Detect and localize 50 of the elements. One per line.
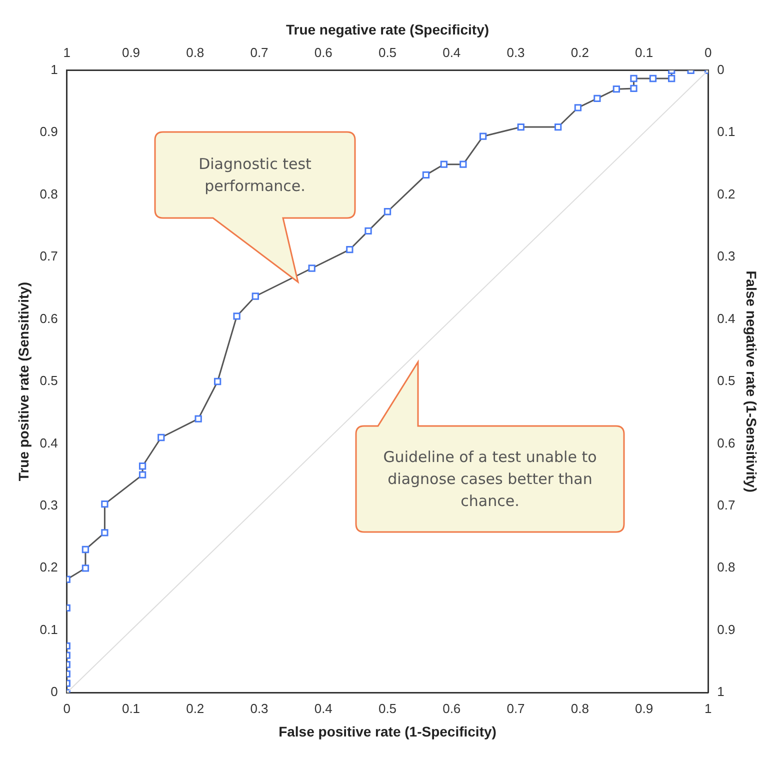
x-axis-title: False positive rate (1-Specificity) (278, 723, 496, 740)
y2-tick-label: 0.3 (717, 248, 736, 264)
y2-tick-label: 0.8 (717, 560, 736, 575)
x2-tick-label: 0.5 (378, 45, 397, 60)
y2-tick-label: 1 (717, 684, 724, 700)
x-tick-label: 1 (704, 700, 712, 716)
y-tick-label: 0.7 (40, 248, 58, 264)
x-tick-label: 0.5 (378, 700, 397, 716)
x2-tick-label: 0.6 (314, 45, 332, 60)
y-tick-label: 0 (50, 684, 58, 700)
x2-tick-label: 0.1 (634, 45, 654, 60)
y-tick-label: 0.3 (40, 498, 58, 513)
x2-tick-label: 0.9 (122, 45, 140, 60)
x2-tick-label: 0.7 (250, 45, 268, 60)
x2-tick-label: 1 (63, 45, 70, 60)
y2-tick-label: 0.6 (717, 435, 736, 450)
y-tick-label: 0.8 (40, 186, 58, 202)
y2-tick-label: 0.4 (717, 310, 736, 326)
x2-tick-label: 0 (704, 45, 712, 60)
y2-tick-label: 0 (717, 62, 724, 77)
annotation: Diagnostic test performance. (198, 154, 312, 197)
x-tick-label: 0.3 (250, 700, 268, 716)
y-tick-label: 0.5 (40, 373, 58, 388)
x-tick-label: 0.1 (122, 700, 140, 716)
y2-tick-label: 0.9 (717, 622, 736, 637)
x-tick-label: 0.2 (186, 700, 204, 716)
y2-tick-label: 0.7 (717, 498, 736, 513)
x2-tick-label: 0.8 (186, 45, 204, 60)
x2-tick-label: 0.4 (442, 45, 461, 60)
x2-tick-label: 0.2 (570, 45, 589, 60)
x2-axis-title: True negative rate (Specificity) (286, 21, 490, 38)
annotation: Guideline of a test unable to diagnose cases better than chance. (382, 447, 598, 512)
y2-tick-label: 0.2 (717, 186, 736, 202)
y2-axis-title: False negative rate (1-Sensitivity) (744, 270, 760, 492)
x-tick-label: 0.7 (506, 700, 525, 716)
x-tick-label: 0.9 (634, 700, 654, 716)
x2-tick-label: 0.3 (506, 45, 525, 60)
y-tick-label: 0.1 (40, 622, 58, 637)
y-tick-label: 0.4 (40, 435, 58, 450)
x-tick-label: 0.8 (570, 700, 589, 716)
y-tick-label: 0.6 (40, 310, 58, 326)
x-tick-label: 0 (63, 700, 70, 716)
y-axis-title: True positive rate (Sensitivity) (15, 282, 32, 482)
x-tick-label: 0.6 (442, 700, 461, 716)
y-tick-label: 0.9 (40, 124, 58, 140)
y-tick-label: 0.2 (40, 560, 58, 575)
y2-tick-label: 0.5 (717, 373, 736, 388)
x-tick-label: 0.4 (314, 700, 332, 716)
y2-tick-label: 0.1 (717, 124, 736, 140)
y-tick-label: 1 (50, 62, 58, 77)
